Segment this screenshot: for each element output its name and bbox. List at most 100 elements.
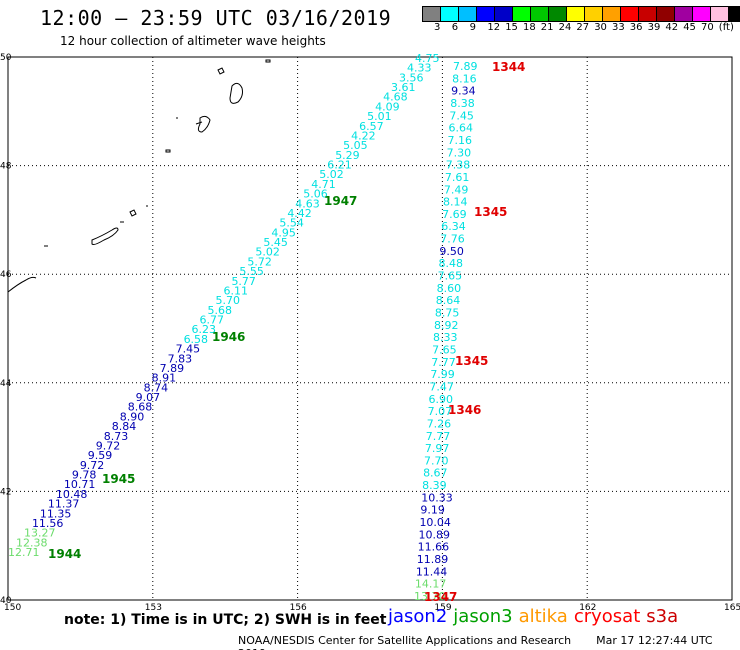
track1-swh-value: 5.45: [263, 236, 288, 249]
lon-tick-label: 150: [4, 603, 21, 613]
axis-tick-labels: 150 153 156 159 162 165 50 48 46 44 42 40: [0, 53, 740, 613]
track2-swh-value: 7.76: [440, 233, 465, 246]
color-swatch-12: [639, 7, 657, 21]
track1-swh-value: 5.02: [255, 246, 280, 259]
track2-swh-value: 7.30: [447, 146, 472, 159]
color-swatch-0: [423, 7, 441, 21]
footer-note: note: 1) Time is in UTC; 2) SWH is in fe…: [64, 612, 387, 628]
color-swatch-15: [693, 7, 711, 21]
lon-tick-label: 153: [145, 603, 162, 613]
color-scale-labels: 3 6 9 12 15 18 21 24 27 30 33 36 39 42 45 70 (ft): [422, 22, 740, 34]
legend-s3a: s3a: [646, 606, 679, 627]
track2-swh-value: 7.69: [442, 208, 467, 221]
track2-swh-value: 11.89: [417, 553, 449, 566]
legend-cryosat: cryosat: [573, 606, 641, 627]
track1-swh-value: 5.06: [303, 188, 328, 201]
track2-swh-value: 9.50: [439, 245, 464, 258]
color-scale-label-2: 9: [469, 22, 476, 33]
track1-swh-value: 7.45: [176, 343, 201, 356]
track2-swh-value: 11.44: [416, 565, 448, 578]
page-title: 12:00 – 23:59 UTC 03/16/2019: [40, 6, 392, 30]
island-8: [129, 209, 137, 217]
track2-time-label: 1344: [492, 60, 525, 74]
track2-swh-value: 8.38: [450, 97, 475, 110]
track1-swh-value: 5.70: [215, 294, 240, 307]
lat-tick-label: 40: [0, 596, 12, 606]
track2-swh-value: 9.34: [451, 85, 476, 98]
track1-swh-value: 5.02: [319, 168, 344, 181]
lon-tick-label: 162: [579, 603, 596, 613]
track2-swh-value: 13.70: [414, 590, 446, 603]
track1-swh-value: 8.91: [152, 372, 177, 385]
legend-jason2: jason2: [388, 606, 448, 627]
track2-swh-value: 7.38: [446, 159, 471, 172]
track2-swh-value: 7.16: [448, 134, 473, 147]
credit-text: NOAA/NESDIS Center for Satellite Applica…: [238, 634, 572, 647]
color-scale-bar: [422, 6, 740, 22]
color-scale-label-4: 15: [505, 22, 518, 33]
track2-swh-value: 7.65: [438, 270, 463, 283]
track1-swh-value: 9.07: [136, 391, 161, 404]
altimeter-track-1: 4.754.333.563.614.684.095.016.574.225.05…: [8, 52, 440, 561]
track2-swh-value: 7.26: [427, 417, 452, 430]
track2-swh-value: 6.64: [448, 122, 473, 135]
track2-swh-value: 8.75: [435, 307, 460, 320]
island-7: [165, 149, 171, 153]
lon-tick-label: 156: [290, 603, 307, 613]
island-3: [265, 59, 271, 63]
color-scale-label-10: 33: [612, 22, 625, 33]
credit-timestamp: Mar 17 12:27:44 UTC 2019: [238, 634, 713, 650]
track1-swh-value: 4.68: [383, 91, 408, 104]
color-swatch-16: [711, 7, 729, 21]
track2-swh-value: 8.48: [438, 257, 463, 270]
track2-time-label: 1346: [448, 403, 481, 417]
color-scale-label-16: (ft): [718, 22, 734, 33]
track1-swh-value: 6.11: [223, 284, 248, 297]
track1-swh-value: 6.77: [200, 314, 225, 327]
track2-time-label: 1345: [474, 205, 507, 219]
track1-swh-value: 4.71: [311, 178, 336, 191]
color-swatch-4: [495, 7, 513, 21]
track1-swh-value: 9.59: [88, 449, 113, 462]
track1-swh-value: 8.84: [112, 420, 136, 433]
track2-swh-value: 6.34: [441, 220, 466, 233]
legend-jason3: jason3: [453, 606, 513, 627]
track2-swh-value: 7.07: [428, 405, 453, 418]
track1-swh-value: 5.55: [239, 265, 264, 278]
track1-swh-value: 4.22: [351, 129, 376, 142]
track2-swh-value: 7.77: [431, 356, 456, 369]
track2-swh-value: 7.89: [453, 60, 478, 73]
track1-swh-value: 4.95: [271, 226, 296, 239]
track2-swh-value: 8.16: [452, 72, 477, 85]
track1-swh-value: 11.35: [40, 507, 72, 520]
track1-swh-value: 8.90: [120, 410, 145, 423]
coast-kamchatka: [7, 276, 37, 293]
track2-swh-value: 7.45: [449, 109, 474, 122]
track1-swh-value: 10.71: [64, 478, 96, 491]
color-swatch-11: [621, 7, 639, 21]
track2-swh-value: 8.14: [443, 196, 468, 209]
track1-swh-value: 6.58: [184, 333, 209, 346]
track1-swh-value: 5.72: [247, 255, 271, 268]
track1-swh-value: 5.05: [343, 139, 368, 152]
color-scale-label-5: 18: [523, 22, 536, 33]
island-9: [91, 227, 119, 245]
track1-swh-value: 4.63: [295, 197, 320, 210]
track1-swh-value: 4.09: [375, 100, 400, 113]
color-swatch-14: [675, 7, 693, 21]
track1-time-label: 1944: [48, 547, 81, 561]
track2-swh-value: 10.33: [421, 491, 453, 504]
track2-swh-value: 10.89: [419, 528, 451, 541]
color-scale-label-7: 24: [558, 22, 572, 33]
track1-swh-value: 12.38: [16, 536, 48, 549]
track1-swh-value: 6.57: [359, 120, 384, 133]
page-subtitle: 12 hour collection of altimeter wave hei…: [60, 34, 326, 48]
island-2: [229, 82, 243, 104]
track2-swh-value: 7.65: [432, 343, 457, 356]
track1-time-label: 1946: [212, 330, 245, 344]
track2-swh-value: 9.19: [420, 504, 445, 517]
track1-time-label: 1947: [324, 194, 357, 208]
color-swatch-3: [477, 7, 495, 21]
